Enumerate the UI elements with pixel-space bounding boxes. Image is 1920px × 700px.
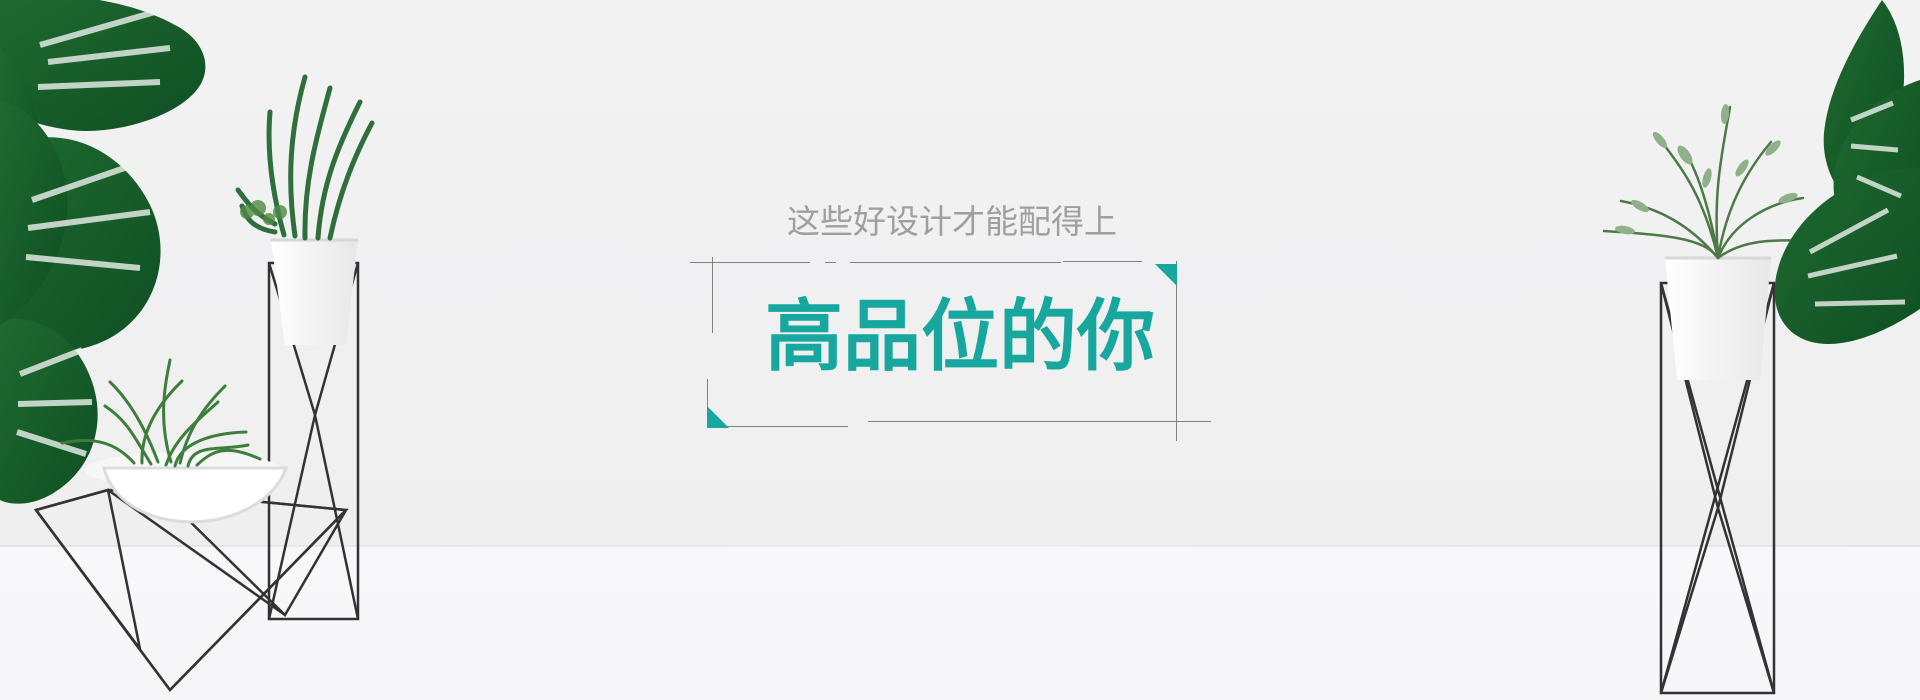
left-pot-icon	[271, 238, 358, 345]
left-succulent-detail-icon	[240, 200, 287, 225]
right-leaf-cuts-icon	[1807, 100, 1906, 307]
bottom-left-rule	[716, 426, 848, 427]
right-leaves-icon	[1774, 0, 1920, 345]
right-plant-leaves-icon	[1615, 104, 1811, 246]
headline-block: 这些好设计才能配得上 高品位的你	[690, 195, 1230, 445]
left-bowl-plant-icon	[60, 358, 289, 524]
right-vertical-rule	[1176, 261, 1177, 441]
headline-title: 高品位的你	[764, 291, 1155, 382]
top-center-rule	[850, 262, 1061, 263]
top-dash	[825, 262, 836, 263]
subtitle: 这些好设计才能配得上	[787, 202, 1117, 241]
left-leaf-cuts-icon	[16, 9, 171, 457]
left-vertical-rule	[712, 257, 713, 333]
left-lower-rule	[707, 379, 708, 427]
left-succulent-icon	[235, 74, 375, 241]
top-left-rule	[690, 262, 810, 263]
floor-line	[0, 545, 1920, 547]
left-leaves-icon	[0, 0, 206, 504]
bottom-right-rule	[868, 421, 1211, 422]
right-pot-icon	[1665, 256, 1771, 380]
top-right-rule	[1063, 261, 1142, 262]
bottom-left-corner-accent	[707, 406, 729, 428]
top-right-corner-accent	[1155, 264, 1177, 286]
